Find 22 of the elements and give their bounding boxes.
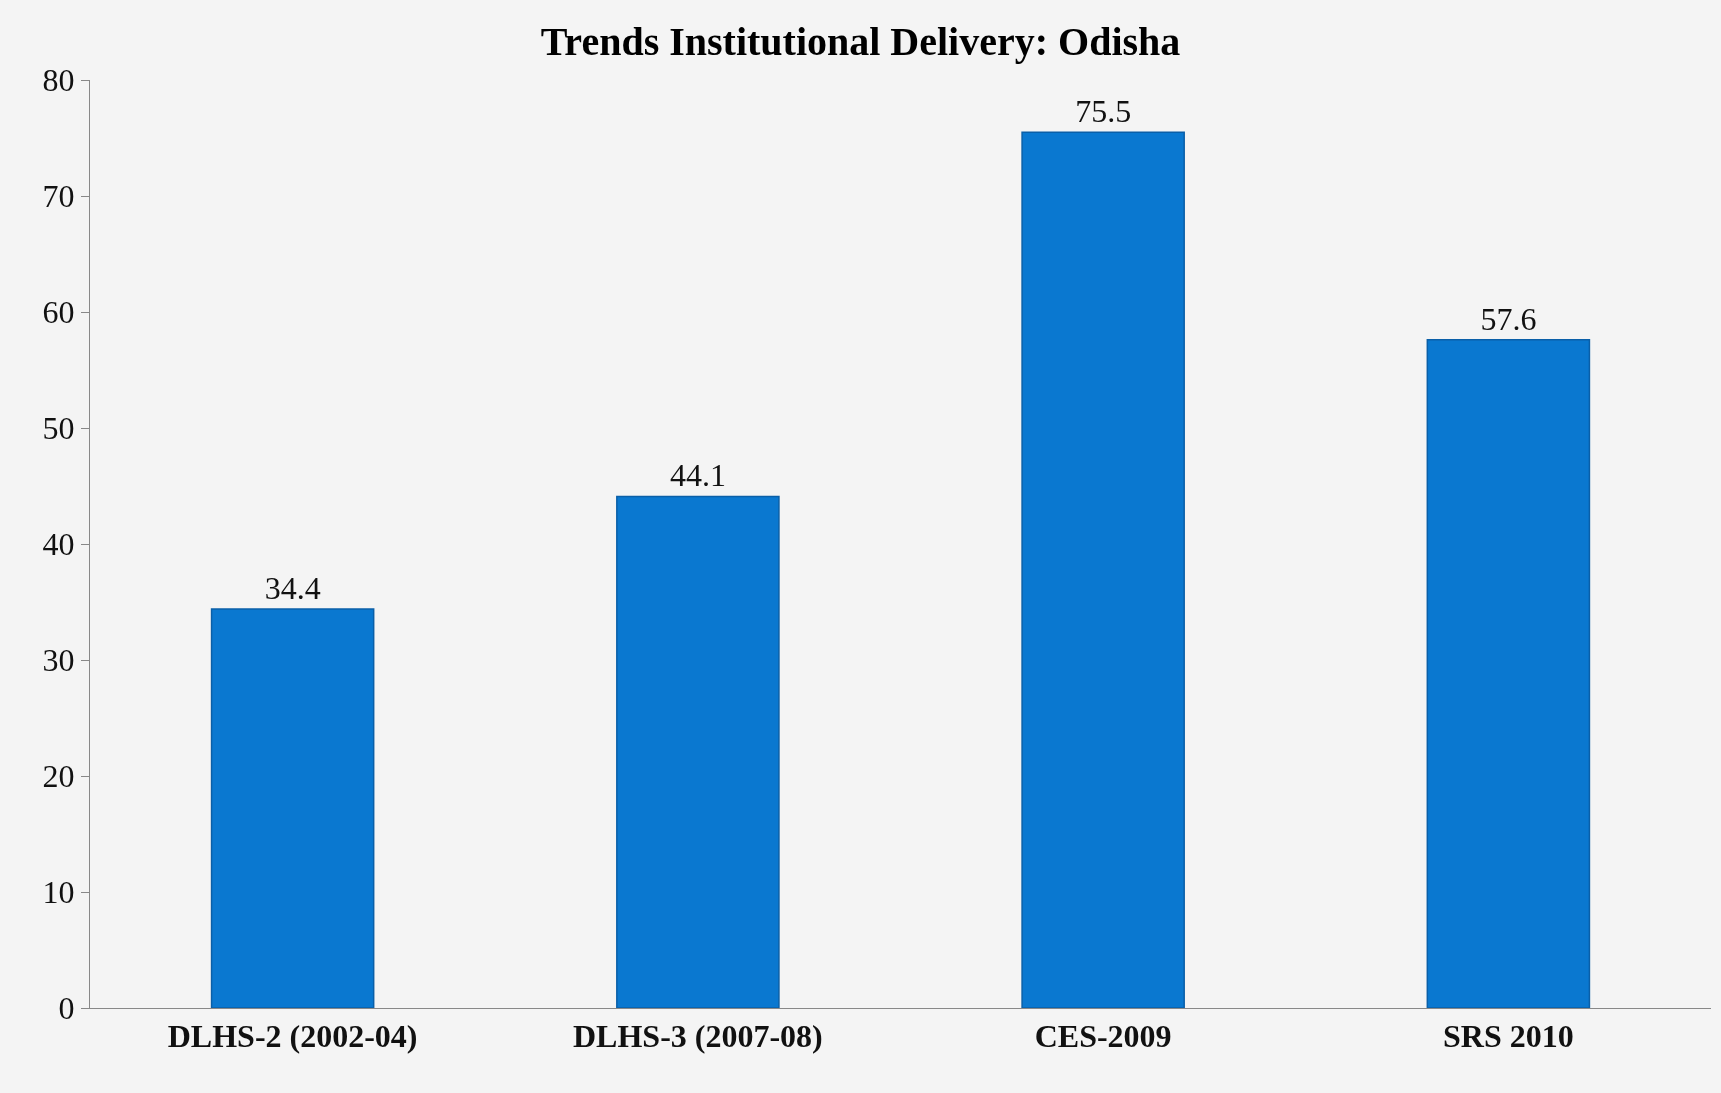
y-tick-label: 30 <box>42 642 75 679</box>
chart-title: Trends Institutional Delivery: Odisha <box>540 19 1181 65</box>
bar <box>1021 131 1185 1008</box>
bar <box>616 495 780 1008</box>
y-tick-label: 0 <box>58 990 75 1027</box>
x-tick-label: CES-2009 <box>1034 1018 1172 1055</box>
x-tick-label: SRS 2010 <box>1443 1018 1574 1055</box>
y-tick-label: 10 <box>42 874 75 911</box>
bar <box>210 608 375 1008</box>
data-label: 44.1 <box>669 457 726 494</box>
bar <box>1426 339 1591 1008</box>
x-tick-label: DLHS-3 (2007-08) <box>573 1018 823 1055</box>
data-label: 75.5 <box>1075 93 1132 130</box>
y-tick-label: 60 <box>42 294 75 331</box>
x-tick-label: DLHS-2 (2002-04) <box>167 1018 418 1055</box>
data-label: 57.6 <box>1480 300 1537 337</box>
y-tick-label: 70 <box>42 178 75 215</box>
y-tick-label: 20 <box>42 758 75 795</box>
data-label: 34.4 <box>264 569 321 606</box>
y-tick-label: 40 <box>42 526 75 563</box>
y-tick-label: 50 <box>42 410 75 447</box>
y-tick-label: 80 <box>42 62 75 99</box>
